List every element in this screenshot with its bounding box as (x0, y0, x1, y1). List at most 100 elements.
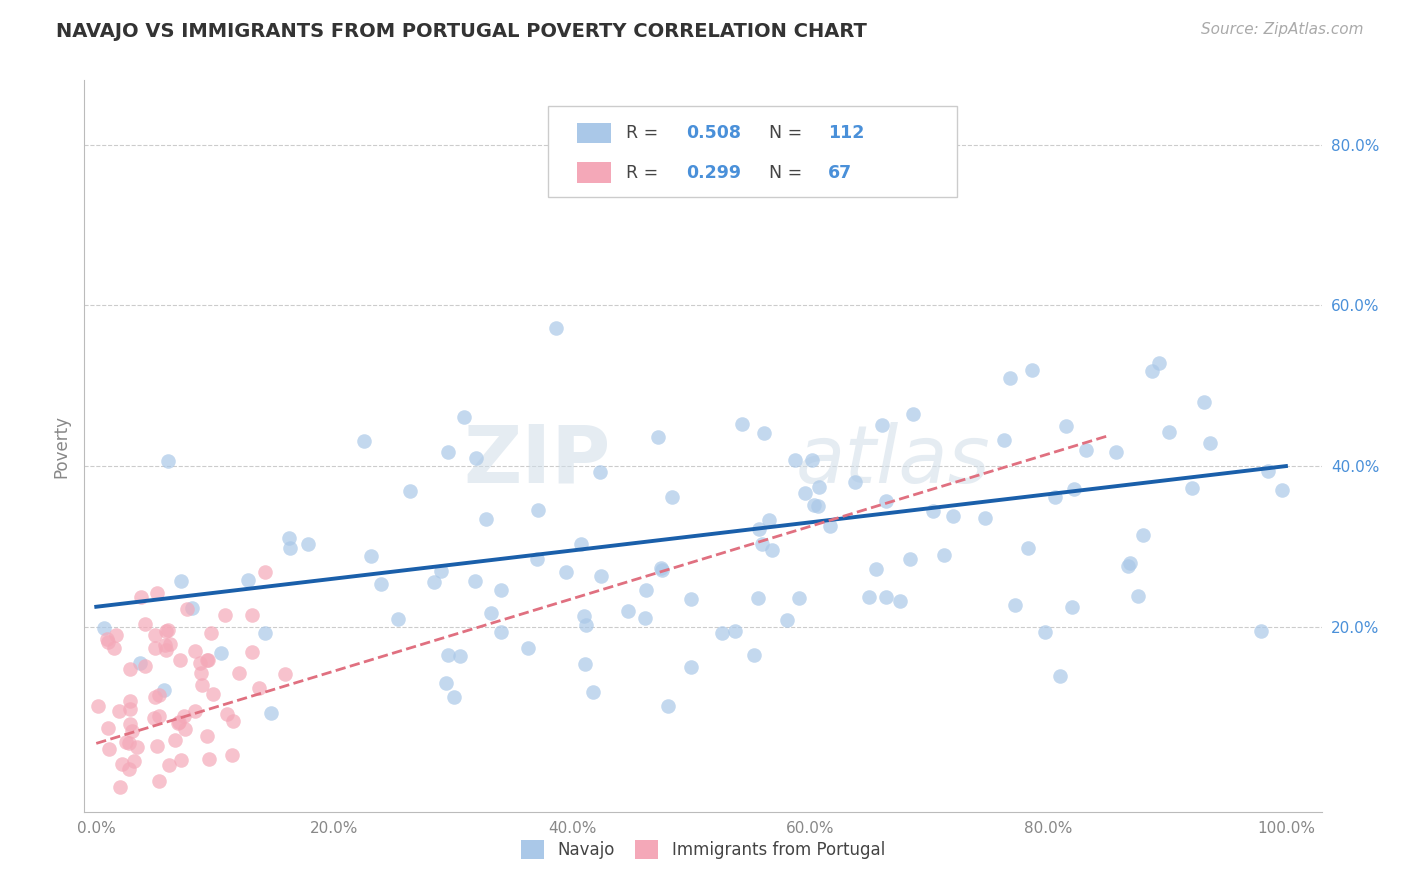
Point (1250, 624, 1272, 638)
Point (163, 733, 186, 747)
Point (277, 531, 299, 545)
Text: Source: ZipAtlas.com: Source: ZipAtlas.com (1201, 22, 1364, 37)
Text: R =: R = (626, 124, 664, 142)
Point (489, 583, 512, 598)
Point (297, 537, 319, 551)
Point (747, 591, 769, 605)
Point (174, 722, 197, 736)
Point (236, 573, 259, 587)
Point (167, 714, 190, 729)
Point (170, 753, 193, 767)
Point (818, 519, 841, 533)
Point (481, 606, 503, 620)
Point (96, 632, 118, 646)
Point (776, 613, 799, 627)
Point (148, 688, 170, 702)
Point (651, 563, 673, 577)
Point (183, 704, 205, 718)
Point (647, 430, 669, 444)
Point (787, 591, 810, 606)
Point (202, 688, 225, 702)
Point (516, 641, 538, 656)
Point (1105, 445, 1128, 459)
Text: ZIP: ZIP (463, 422, 610, 500)
Point (148, 773, 170, 788)
Point (932, 548, 955, 562)
Point (93, 621, 115, 635)
FancyBboxPatch shape (548, 106, 956, 197)
Point (188, 656, 211, 670)
Point (901, 408, 924, 422)
Point (1021, 363, 1043, 377)
Point (118, 694, 141, 708)
Point (183, 643, 205, 657)
Point (634, 611, 657, 625)
Point (195, 653, 218, 667)
Point (974, 510, 997, 524)
Point (889, 594, 911, 608)
Point (636, 583, 658, 598)
Point (274, 666, 297, 681)
Point (129, 656, 152, 670)
Point (180, 601, 202, 615)
Text: atlas: atlas (796, 422, 991, 500)
Point (118, 736, 141, 750)
Point (108, 780, 131, 794)
Point (170, 574, 193, 588)
Point (752, 425, 775, 440)
Point (155, 624, 177, 639)
Point (443, 690, 465, 705)
Point (423, 575, 446, 590)
Point (166, 715, 188, 730)
Point (110, 756, 132, 771)
Point (430, 564, 453, 578)
Point (173, 709, 195, 723)
Point (1033, 624, 1056, 639)
Point (1063, 483, 1085, 497)
Point (143, 641, 166, 656)
Point (157, 757, 180, 772)
Point (370, 576, 392, 591)
Point (1199, 435, 1222, 450)
Point (1060, 600, 1083, 615)
Point (249, 681, 271, 695)
Point (437, 648, 460, 662)
Point (190, 665, 212, 680)
Point (353, 434, 375, 448)
Point (156, 453, 179, 467)
Point (103, 640, 125, 655)
Point (875, 493, 897, 508)
Point (589, 465, 612, 479)
Text: NAVAJO VS IMMIGRANTS FROM PORTUGAL POVERTY CORRELATION CHART: NAVAJO VS IMMIGRANTS FROM PORTUGAL POVER… (56, 22, 868, 41)
Legend: Navajo, Immigrants from Portugal: Navajo, Immigrants from Portugal (515, 833, 891, 865)
Point (574, 657, 596, 672)
Point (118, 702, 141, 716)
Point (217, 707, 239, 722)
Point (152, 682, 174, 697)
Point (582, 685, 605, 699)
Point (260, 706, 283, 720)
Point (437, 444, 460, 458)
Point (1074, 442, 1097, 457)
Point (1181, 482, 1204, 496)
Point (222, 714, 245, 728)
Point (253, 625, 276, 640)
Point (117, 762, 139, 776)
Point (240, 607, 263, 622)
Point (464, 574, 486, 588)
Point (118, 716, 141, 731)
Point (526, 552, 548, 566)
Point (793, 486, 815, 500)
Point (650, 561, 672, 575)
Text: N =: N = (769, 163, 807, 182)
Point (679, 592, 702, 607)
Point (844, 475, 866, 489)
Point (1049, 668, 1071, 682)
Point (146, 586, 169, 600)
Point (807, 500, 830, 514)
Point (87, 698, 110, 713)
Text: 0.508: 0.508 (686, 124, 741, 142)
Point (474, 512, 496, 526)
Point (742, 648, 765, 662)
Point (865, 562, 887, 576)
